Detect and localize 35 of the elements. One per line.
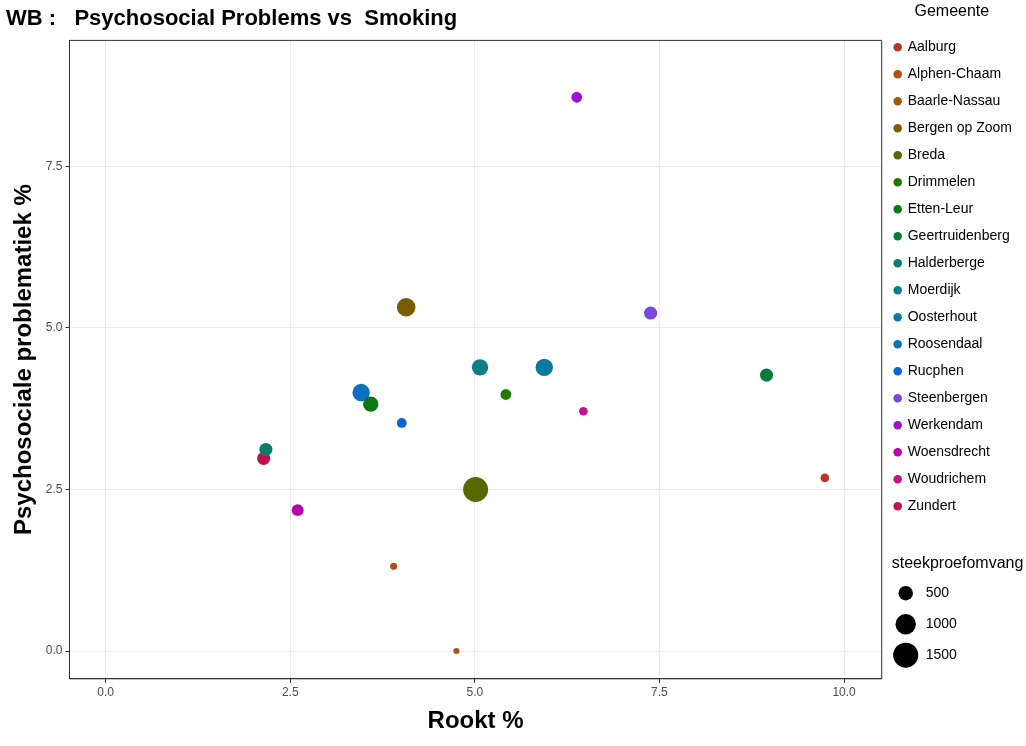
legend-label: Halderberge bbox=[907, 254, 985, 271]
x-tick-label: 5.0 bbox=[466, 685, 484, 700]
legend-label: Werkendam bbox=[907, 416, 983, 433]
legend-label: Steenbergen bbox=[907, 389, 988, 406]
x-tick-label: 10.0 bbox=[832, 685, 857, 700]
text: steekproefomvang bbox=[891, 553, 1024, 571]
legend-label: 1500 bbox=[925, 646, 958, 663]
x-axis-title: Rookt % bbox=[427, 706, 524, 734]
y-tick-label: 2.5 bbox=[45, 481, 63, 496]
legend-label: Moerdijk bbox=[907, 281, 962, 298]
legend-label: Bergen op Zoom bbox=[907, 119, 1013, 136]
legend-label: Alphen-Chaam bbox=[907, 65, 1002, 82]
y-tick-label: 7.5 bbox=[45, 158, 63, 173]
x-tick-label: 2.5 bbox=[281, 685, 299, 700]
legend-label: Roosendaal bbox=[907, 335, 983, 352]
legend-label: Geertruidenberg bbox=[907, 227, 1010, 244]
legend-label: Woensdrecht bbox=[907, 443, 991, 460]
legend-label: Drimmelen bbox=[907, 173, 976, 190]
legend-label: Zundert bbox=[907, 497, 957, 514]
legend-label: Baarle-Nassau bbox=[907, 92, 1001, 109]
legend-label: Aalburg bbox=[907, 38, 956, 55]
x-tick-label: 7.5 bbox=[651, 685, 669, 700]
legend-label: Etten-Leur bbox=[907, 200, 974, 217]
legend-title: Gemeente bbox=[914, 2, 990, 20]
y-tick-label: 0.0 bbox=[45, 643, 63, 658]
y-tick-label: 5.0 bbox=[45, 320, 63, 335]
y-axis-title: Psychosociale problematiek % bbox=[9, 184, 37, 536]
legend-label: 500 bbox=[925, 584, 950, 601]
x-tick-label: 0.0 bbox=[97, 685, 115, 700]
legend-label: Woudrichem bbox=[907, 470, 987, 487]
legend-label: Breda bbox=[907, 146, 946, 163]
chart-title: WB : Psychosocial Problems vs Smoking bbox=[6, 5, 458, 31]
legend-label: 1000 bbox=[925, 615, 958, 632]
legend-label: Oosterhout bbox=[907, 308, 978, 325]
legend-label: Rucphen bbox=[907, 362, 964, 379]
